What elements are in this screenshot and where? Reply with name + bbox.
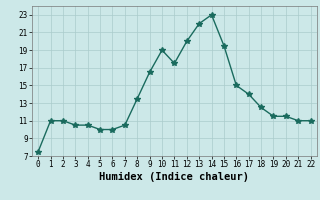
- X-axis label: Humidex (Indice chaleur): Humidex (Indice chaleur): [100, 172, 249, 182]
